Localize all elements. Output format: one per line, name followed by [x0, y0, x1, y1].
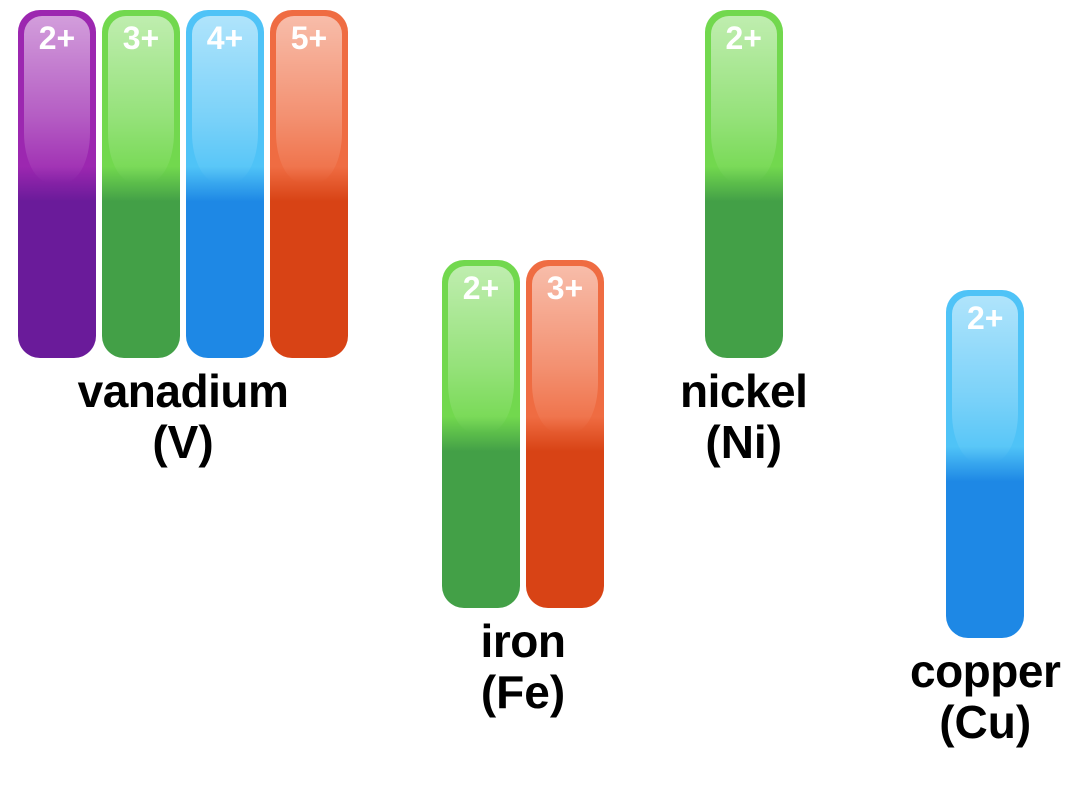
element-group-copper: 2+ copper(Cu) [910, 290, 1060, 747]
element-symbol: (Cu) [939, 697, 1031, 748]
oxidation-label: 3+ [526, 270, 604, 307]
oxidation-label: 5+ [270, 20, 348, 57]
oxidation-label: 2+ [705, 20, 783, 57]
element-group-vanadium: 2+3+4+5+ vanadium(V) [18, 10, 348, 467]
oxidation-tube: 2+ [18, 10, 96, 358]
tubes-row: 2+ [705, 10, 783, 358]
element-name: nickel [680, 366, 807, 417]
oxidation-tube: 4+ [186, 10, 264, 358]
element-group-nickel: 2+ nickel(Ni) [680, 10, 807, 467]
oxidation-tube: 3+ [526, 260, 604, 608]
oxidation-tube: 2+ [705, 10, 783, 358]
element-name: copper [910, 646, 1060, 697]
element-name: vanadium [78, 366, 289, 417]
oxidation-tube: 3+ [102, 10, 180, 358]
element-group-iron: 2+3+ iron(Fe) [442, 260, 604, 717]
tubes-row: 2+3+ [442, 260, 604, 608]
element-symbol: (Ni) [705, 417, 782, 468]
element-name: iron [481, 616, 566, 667]
oxidation-label: 4+ [186, 20, 264, 57]
element-symbol: (Fe) [481, 667, 565, 718]
oxidation-tube: 2+ [442, 260, 520, 608]
oxidation-label: 2+ [18, 20, 96, 57]
oxidation-tube: 5+ [270, 10, 348, 358]
oxidation-label: 2+ [946, 300, 1024, 337]
element-symbol: (V) [152, 417, 213, 468]
oxidation-label: 2+ [442, 270, 520, 307]
oxidation-tube: 2+ [946, 290, 1024, 638]
oxidation-label: 3+ [102, 20, 180, 57]
tubes-row: 2+3+4+5+ [18, 10, 348, 358]
tubes-row: 2+ [946, 290, 1024, 638]
